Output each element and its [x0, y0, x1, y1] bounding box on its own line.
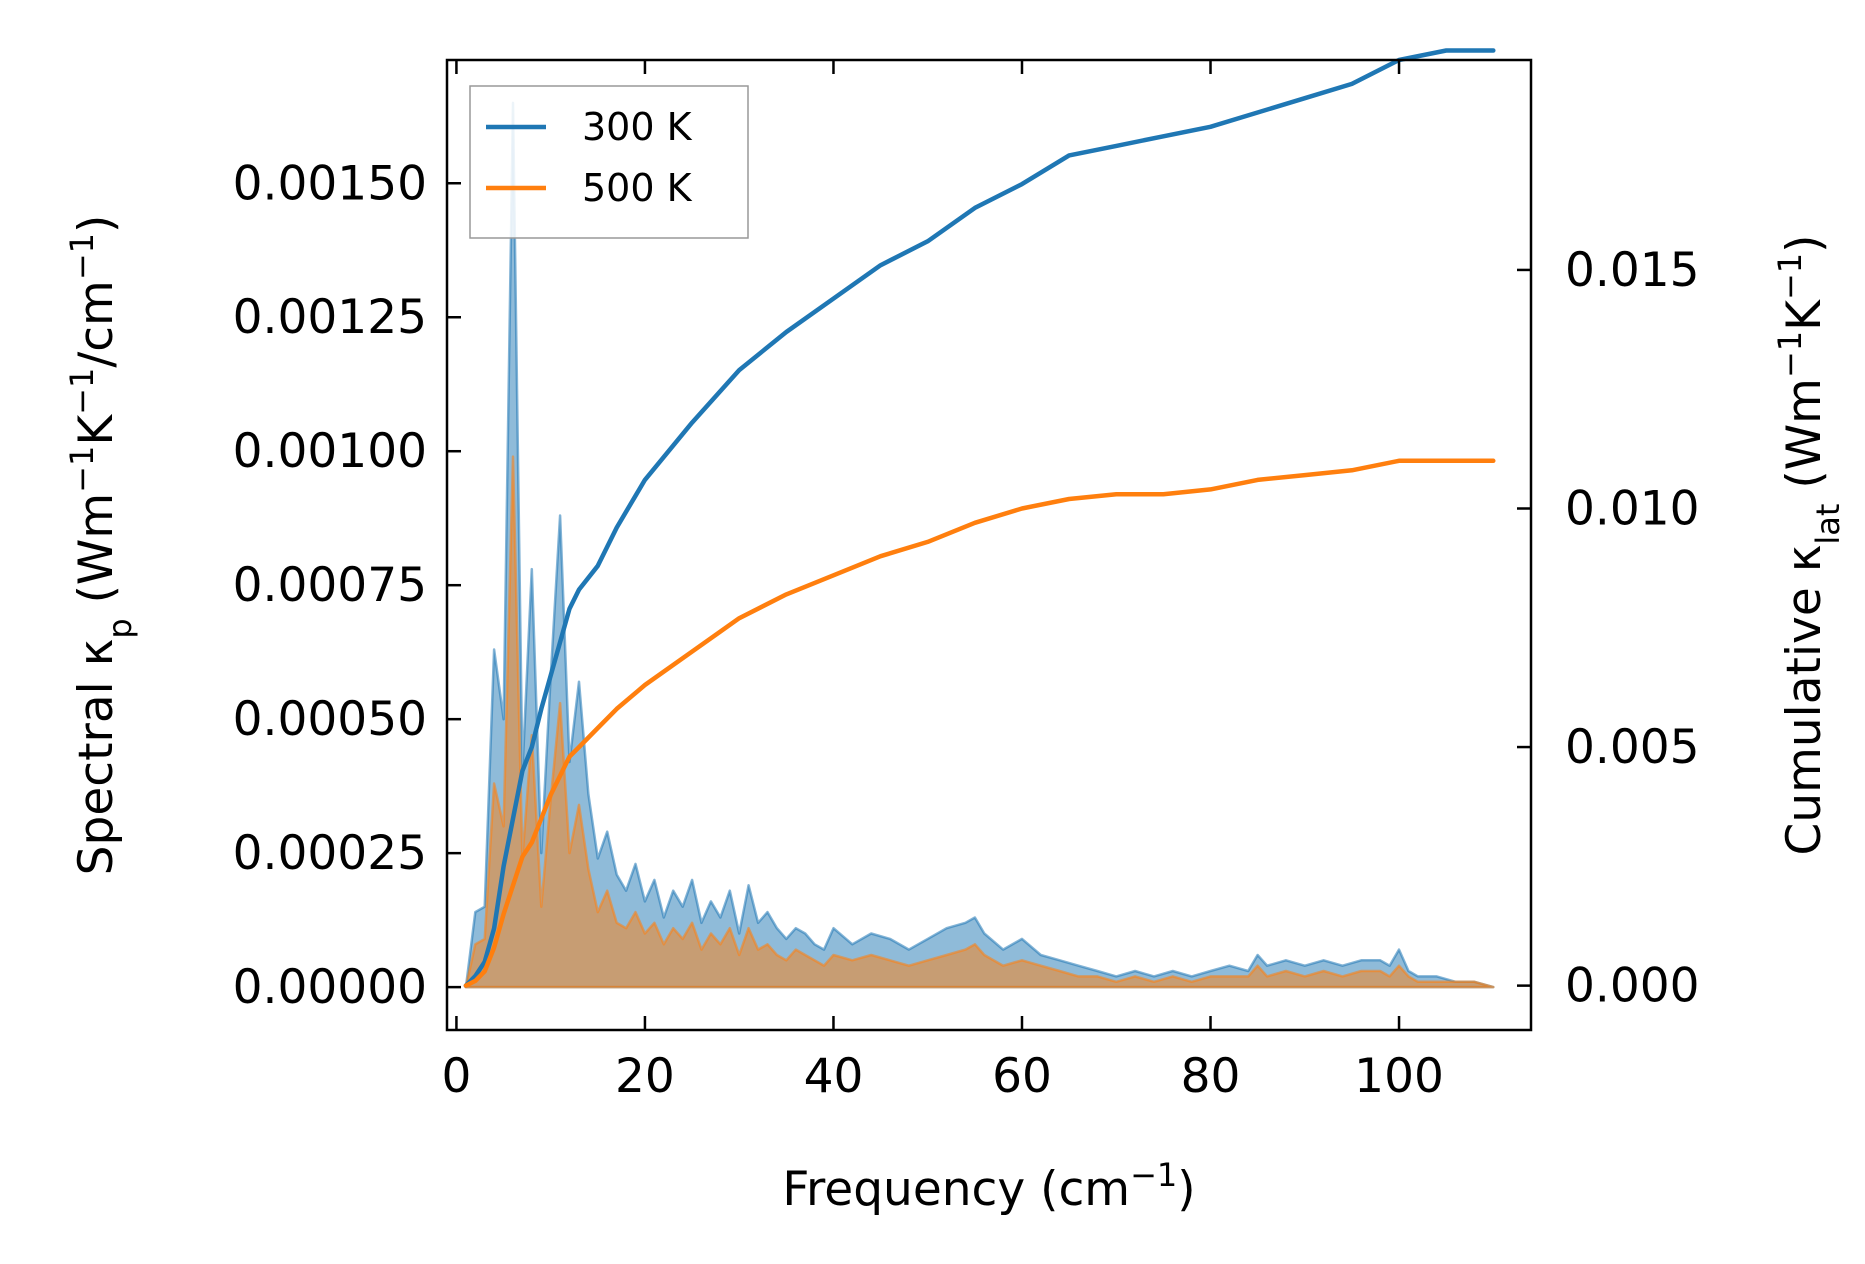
x-tick-label: 100	[1354, 1049, 1444, 1104]
cumulative-lines	[463, 48, 1496, 988]
x-axis-ticks: 0 20 40 60 80 100	[441, 60, 1444, 1104]
y-left-axis-title: Spectral κp (Wm−1K−1/cm−1)	[63, 215, 139, 876]
x-tick-label: 60	[992, 1049, 1052, 1104]
y-left-tick-label: 0.00025	[233, 826, 427, 881]
y-left-tick-label: 0.00100	[233, 424, 427, 479]
y-right-axis-title: Cumulative κlat (Wm−1K−1)	[1771, 234, 1847, 855]
y-right-tick-label: 0.010	[1565, 481, 1700, 536]
y-left-axis-ticks: 0.00000 0.00025 0.00050 0.00075 0.00100 0.001…	[233, 156, 461, 1015]
x-tick-label: 20	[615, 1049, 675, 1104]
x-tick-label: 0	[441, 1049, 471, 1104]
legend-label-500k: 500 K	[582, 166, 693, 210]
legend-label-300k: 300 K	[582, 105, 693, 149]
cumulative-line-500k	[463, 458, 1496, 988]
spectral-fills	[464, 101, 1495, 989]
y-left-tick-label: 0.00150	[233, 156, 427, 211]
y-left-tick-label: 0.00125	[233, 290, 427, 345]
x-axis-title: Frequency (cm−1)	[782, 1156, 1195, 1217]
cumulative-line-300k	[463, 48, 1496, 988]
y-right-tick-label: 0.000	[1565, 959, 1700, 1014]
legend: 300 K 500 K	[469, 85, 749, 239]
legend-box	[469, 85, 749, 239]
y-left-tick-label: 0.00075	[233, 558, 427, 613]
x-tick-label: 80	[1181, 1049, 1241, 1104]
plot-frame	[445, 58, 1533, 1032]
spectral-area-500k	[464, 455, 1495, 989]
y-left-tick-label: 0.00050	[233, 692, 427, 747]
y-right-tick-label: 0.015	[1565, 243, 1700, 298]
y-right-axis-ticks: 0.000 0.005 0.010 0.015	[1517, 243, 1700, 1014]
x-tick-label: 40	[804, 1049, 864, 1104]
y-right-tick-label: 0.005	[1565, 720, 1700, 775]
y-left-tick-label: 0.00000	[233, 960, 427, 1015]
